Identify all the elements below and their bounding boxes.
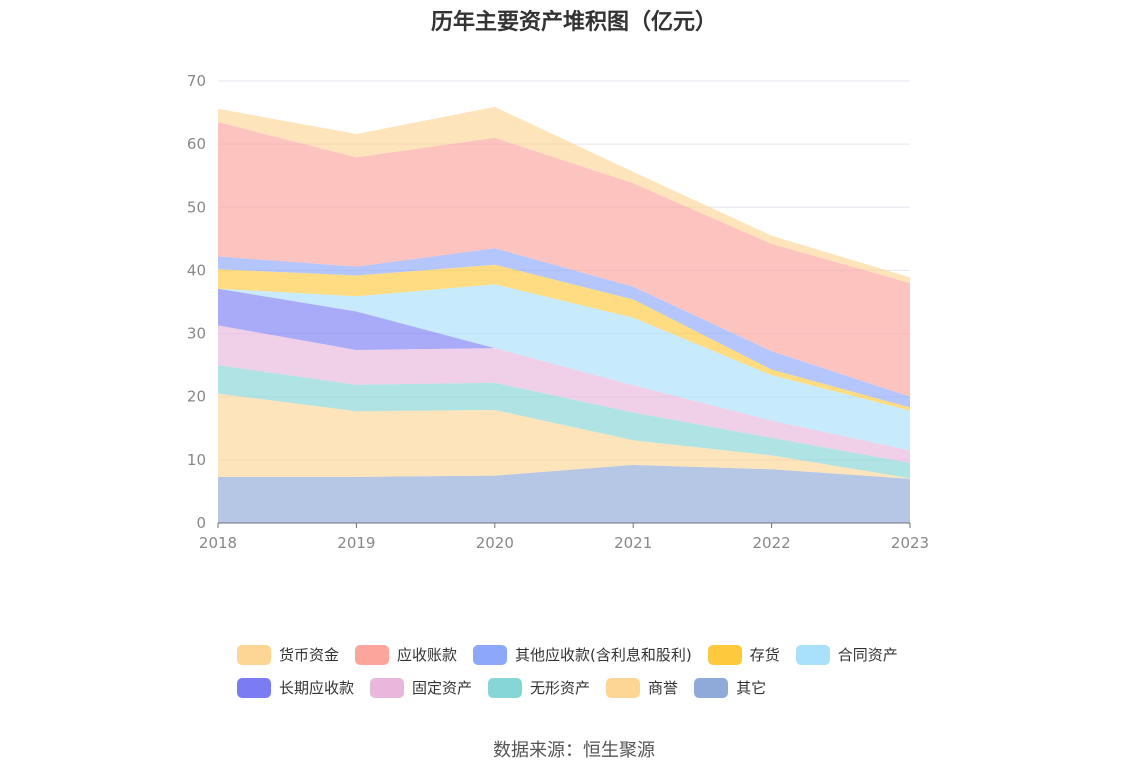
legend-item-contract-assets[interactable]: 合同资产 xyxy=(795,644,898,665)
legend-label: 固定资产 xyxy=(412,679,473,697)
legend-label: 合同资产 xyxy=(837,646,898,664)
x-tick-label: 2021 xyxy=(614,534,652,552)
stacked-area-chart: 0 10 20 30 40 50 60 70 2018 2019 2020 2021 2022 2023 xyxy=(187,72,929,552)
legend-label: 长期应收款 xyxy=(279,679,355,697)
legend-label: 存货 xyxy=(749,646,780,664)
area-存货 xyxy=(218,264,910,411)
y-tick-label: 0 xyxy=(196,514,206,532)
area-无形资产 xyxy=(218,365,910,479)
legend-swatch xyxy=(237,677,271,698)
area-应收账款 xyxy=(218,122,910,397)
y-tick-label: 20 xyxy=(187,388,206,406)
x-tick-label: 2023 xyxy=(891,534,929,552)
area-固定资产 xyxy=(218,325,910,463)
legend-swatch xyxy=(707,644,742,665)
legend-label: 应收账款 xyxy=(397,646,458,664)
area-长期应收款 xyxy=(218,288,910,451)
y-tick-label: 70 xyxy=(187,72,206,90)
legend-item-goodwill[interactable]: 商誉 xyxy=(606,677,678,698)
legend-item-cash[interactable]: 货币资金 xyxy=(237,644,339,665)
x-tick-label: 2019 xyxy=(337,534,375,552)
legend-swatch xyxy=(355,644,390,665)
legend-swatch xyxy=(370,677,405,698)
data-source: 数据来源：恒生聚源 xyxy=(493,740,655,761)
legend-label: 货币资金 xyxy=(279,646,340,664)
legend-swatch xyxy=(488,677,523,698)
legend-swatch xyxy=(606,677,641,698)
legend-item-accounts-receivable[interactable]: 应收账款 xyxy=(355,644,457,665)
legend-label: 其他应收款(含利息和股利) xyxy=(515,646,692,664)
area-商誉 xyxy=(218,393,910,479)
x-tick-label: 2022 xyxy=(753,534,791,552)
chart-legend: 货币资金 应收账款 其他应收款(含利息和股利) 存货 合同资产 长期应收款 固定… xyxy=(237,638,957,704)
legend-row-2: 长期应收款 固定资产 无形资产 商誉 其它 xyxy=(237,671,957,704)
y-tick-label: 40 xyxy=(187,261,206,279)
x-tick-label: 2018 xyxy=(199,534,237,552)
legend-label: 无形资产 xyxy=(530,679,591,697)
legend-item-intangible-assets[interactable]: 无形资产 xyxy=(488,677,590,698)
legend-label: 其它 xyxy=(736,679,767,697)
legend-swatch xyxy=(237,644,271,665)
legend-swatch xyxy=(694,677,729,698)
legend-item-long-term-receivables[interactable]: 长期应收款 xyxy=(237,677,354,698)
legend-row-1: 货币资金 应收账款 其他应收款(含利息和股利) 存货 合同资产 xyxy=(237,638,957,671)
legend-item-fixed-assets[interactable]: 固定资产 xyxy=(370,677,472,698)
legend-label: 商誉 xyxy=(648,679,679,697)
legend-swatch xyxy=(473,644,508,665)
area-合同资产 xyxy=(218,284,910,451)
y-tick-label: 30 xyxy=(187,325,206,343)
legend-swatch xyxy=(795,644,830,665)
legend-item-other-receivables[interactable]: 其他应收款(含利息和股利) xyxy=(473,644,692,665)
y-tick-label: 10 xyxy=(187,451,206,469)
legend-item-inventory[interactable]: 存货 xyxy=(707,644,780,665)
y-tick-label: 60 xyxy=(187,135,206,153)
x-tick-label: 2020 xyxy=(476,534,514,552)
area-货币资金 xyxy=(218,106,910,284)
area-其他应收款(含利息和股利) xyxy=(218,248,910,408)
y-tick-label: 50 xyxy=(187,198,206,216)
chart-title: 历年主要资产堆积图（亿元） xyxy=(430,10,717,35)
legend-item-other[interactable]: 其它 xyxy=(694,677,766,698)
area-其它 xyxy=(218,464,910,523)
